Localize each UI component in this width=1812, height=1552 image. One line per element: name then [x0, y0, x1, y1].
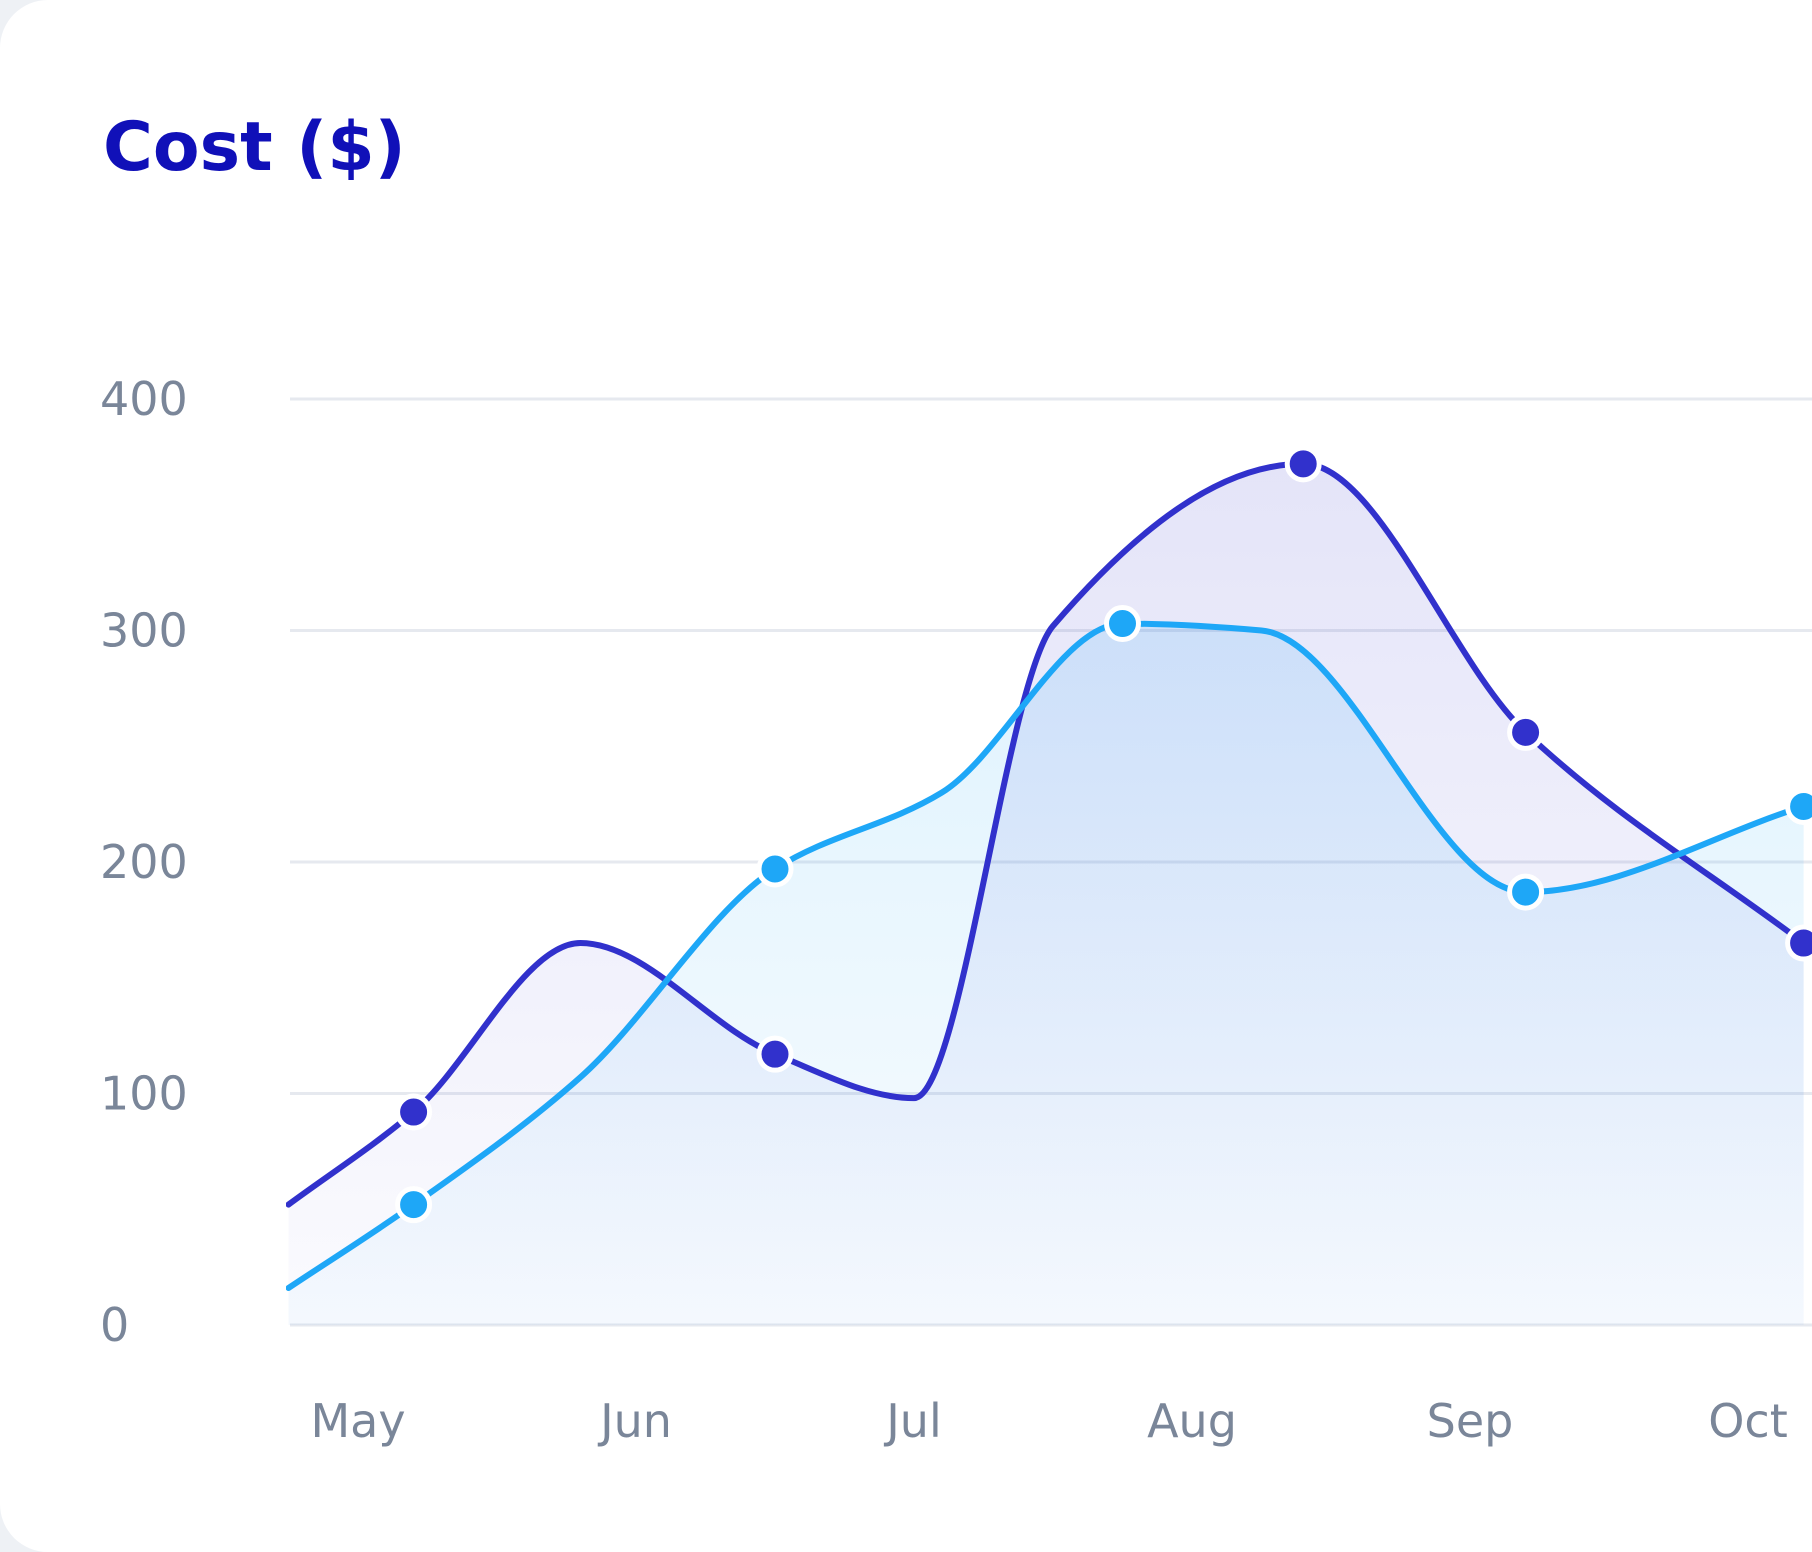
x-tick-label-aug: Aug	[1147, 1394, 1237, 1448]
x-axis-tick-labels: May Jun Jul Aug Sep Oct	[310, 1394, 1787, 1448]
x-tick-label-jul: Jul	[883, 1394, 942, 1448]
x-tick-label-sep: Sep	[1427, 1394, 1514, 1448]
series-light-point-4[interactable]	[1785, 787, 1812, 825]
series-line-dark	[286, 460, 1807, 1208]
y-tick-label-400: 400	[100, 372, 188, 426]
series-light-point-2[interactable]	[1104, 605, 1141, 643]
series-areas	[288, 463, 1804, 1325]
x-tick-label-jun: Jun	[597, 1394, 672, 1448]
x-tick-label-may: May	[310, 1394, 405, 1448]
series-lines	[286, 460, 1807, 1291]
y-tick-label-0: 0	[100, 1298, 129, 1352]
series-markers	[395, 445, 1812, 1224]
y-tick-label-200: 200	[100, 835, 188, 889]
series-dark-point-1[interactable]	[756, 1035, 794, 1073]
series-dark-point-4[interactable]	[1785, 924, 1812, 962]
x-tick-label-oct: Oct	[1708, 1394, 1788, 1448]
y-tick-label-300: 300	[100, 604, 188, 658]
chart-title: Cost ($)	[103, 108, 406, 187]
series-dark-point-3[interactable]	[1507, 713, 1545, 751]
series-light-point-3[interactable]	[1507, 873, 1545, 911]
series-dark-point-0[interactable]	[395, 1093, 433, 1131]
series-line-light	[286, 620, 1807, 1291]
series-light-point-1[interactable]	[756, 850, 794, 888]
y-axis-tick-labels: 0 100 200 300 400	[100, 372, 188, 1352]
series-area-light	[288, 623, 1804, 1325]
series-light-point-0[interactable]	[395, 1186, 433, 1224]
y-tick-label-100: 100	[100, 1067, 188, 1121]
series-dark-point-2[interactable]	[1284, 445, 1322, 483]
